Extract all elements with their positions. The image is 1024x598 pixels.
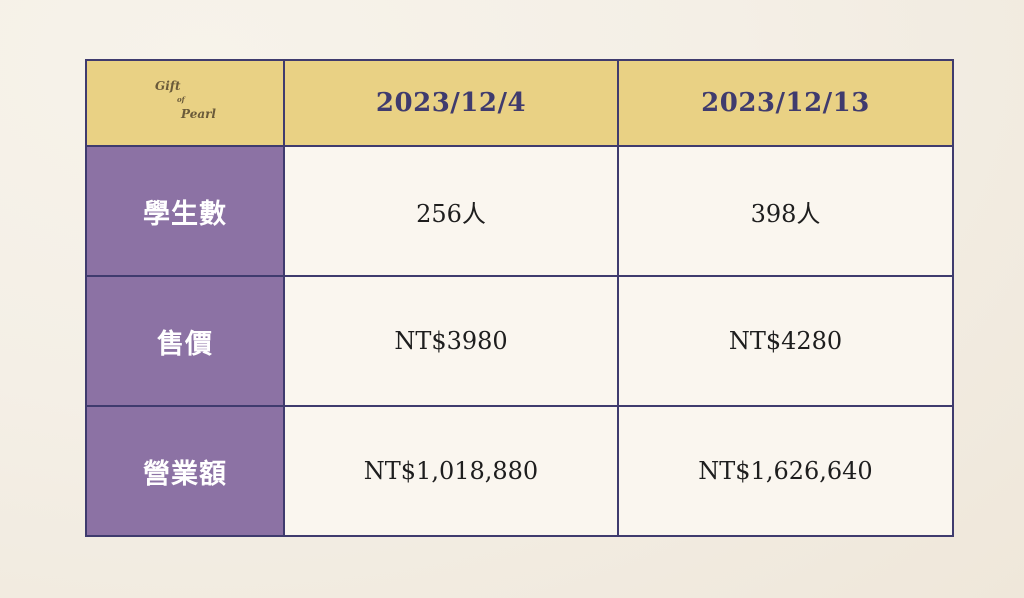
gift-of-pearl-logo: Gift of Pearl [155, 79, 225, 131]
logo-line-3: Pearl [181, 107, 216, 121]
column-header-date-2: 2023/12/13 [617, 59, 954, 147]
cell-students-date-2: 398人 [617, 145, 954, 277]
row-label-revenue: 營業額 [85, 405, 285, 537]
cell-students-date-1: 256人 [283, 145, 619, 277]
cell-revenue-date-2: NT$1,626,640 [617, 405, 954, 537]
table-row-revenue: 營業額 NT$1,018,880 NT$1,626,640 [85, 405, 954, 537]
comparison-table-container: Gift of Pearl 2023/12/4 2023/12/13 學生數 2… [85, 59, 954, 537]
table-row-price: 售價 NT$3980 NT$4280 [85, 275, 954, 407]
table-row-students: 學生數 256人 398人 [85, 145, 954, 277]
column-header-date-1: 2023/12/4 [283, 59, 619, 147]
logo-line-1: Gift [155, 79, 181, 93]
cell-price-date-2: NT$4280 [617, 275, 954, 407]
logo-line-2: of [177, 95, 185, 104]
row-label-students: 學生數 [85, 145, 285, 277]
row-label-price: 售價 [85, 275, 285, 407]
cell-revenue-date-1: NT$1,018,880 [283, 405, 619, 537]
logo-cell: Gift of Pearl [85, 59, 285, 147]
comparison-table: Gift of Pearl 2023/12/4 2023/12/13 學生數 2… [85, 59, 954, 537]
cell-price-date-1: NT$3980 [283, 275, 619, 407]
header-row: Gift of Pearl 2023/12/4 2023/12/13 [85, 59, 954, 147]
